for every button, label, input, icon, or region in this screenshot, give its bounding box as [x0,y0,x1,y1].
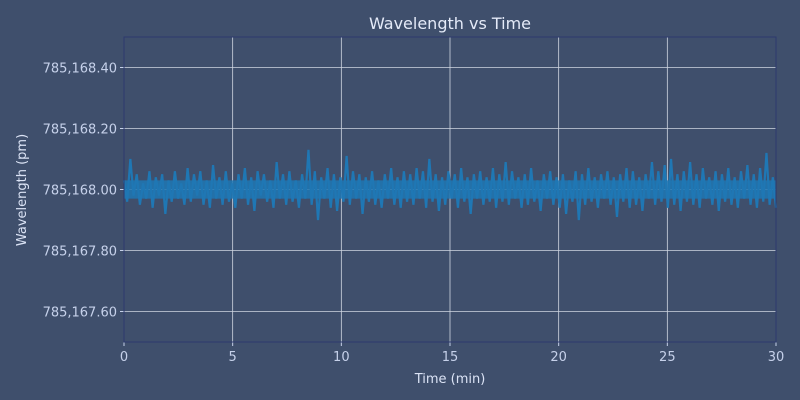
y-tick-label: 785,167.60 [43,306,117,321]
y-tick-label: 785,168.00 [43,184,117,199]
y-tick-label: 785,168.20 [43,123,117,138]
x-tick-label: 10 [333,350,350,365]
x-tick-label: 25 [659,350,676,365]
chart-title: Wavelength vs Time [369,14,531,33]
x-tick-label: 20 [550,350,567,365]
series-line-wavelength [122,149,778,221]
x-tick-label: 15 [442,350,459,365]
x-tick-label: 30 [768,350,785,365]
x-axis-label: Time (min) [414,372,486,387]
x-tick-label: 5 [229,350,237,365]
plot-frame [123,36,777,343]
x-tick-label: 0 [120,350,128,365]
y-tick-label: 785,168.40 [43,62,117,77]
y-tick-label: 785,167.80 [43,245,117,260]
y-axis-label: Wavelength (pm) [15,134,30,246]
